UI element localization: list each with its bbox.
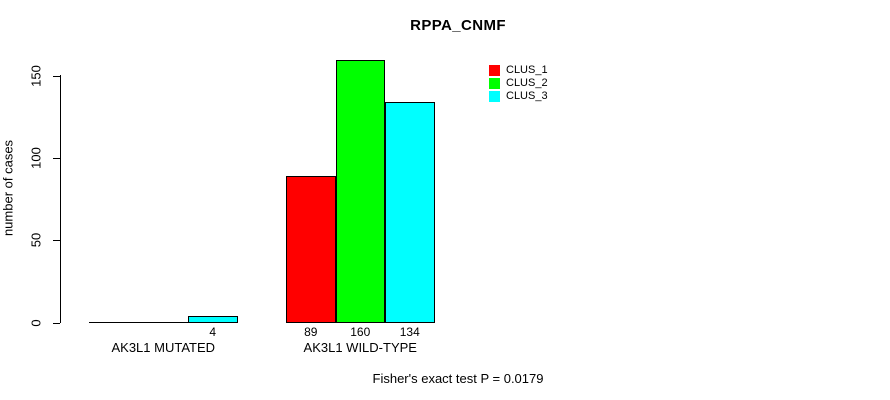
legend-label: CLUS_1	[506, 64, 548, 76]
y-axis-tick	[53, 240, 60, 242]
bar-value-label: 89	[304, 325, 318, 339]
category-label: AK3L1 MUTATED	[111, 340, 216, 355]
bar-value-label: 160	[350, 325, 371, 339]
y-axis-label: number of cases	[0, 139, 16, 237]
bar-clus_3	[385, 102, 435, 323]
bar-clus_1	[286, 176, 336, 323]
chart-title: RPPA_CNMF	[410, 17, 506, 34]
bar-clus_2	[335, 59, 385, 323]
y-axis-tick-label: 150	[28, 64, 44, 87]
legend-swatch-icon	[489, 65, 500, 76]
bar-clus_3	[188, 316, 238, 323]
bar-zero-clus_1	[89, 321, 139, 323]
legend-item: CLUS_2	[489, 77, 548, 90]
legend-swatch-icon	[489, 91, 500, 102]
legend-item: CLUS_3	[489, 90, 548, 103]
bar-value-label: 4	[209, 325, 217, 339]
y-axis-tick	[53, 75, 60, 77]
bar-value-label: 134	[399, 325, 420, 339]
y-axis-tick-label: 0	[28, 318, 44, 327]
y-axis-tick-label: 50	[28, 232, 44, 248]
legend: CLUS_1 CLUS_2 CLUS_3	[489, 64, 548, 103]
legend-item: CLUS_1	[489, 64, 548, 77]
y-axis-tick	[53, 157, 60, 159]
legend-label: CLUS_2	[506, 77, 548, 89]
y-axis-line	[60, 75, 61, 323]
annotation-text: Fisher's exact test P = 0.0179	[372, 371, 544, 386]
legend-label: CLUS_3	[506, 90, 548, 102]
y-axis-tick	[53, 322, 60, 324]
y-axis-tick-label: 100	[28, 146, 44, 169]
category-label: AK3L1 WILD-TYPE	[303, 340, 417, 355]
bar-zero-clus_2	[138, 321, 188, 323]
legend-swatch-icon	[489, 78, 500, 89]
